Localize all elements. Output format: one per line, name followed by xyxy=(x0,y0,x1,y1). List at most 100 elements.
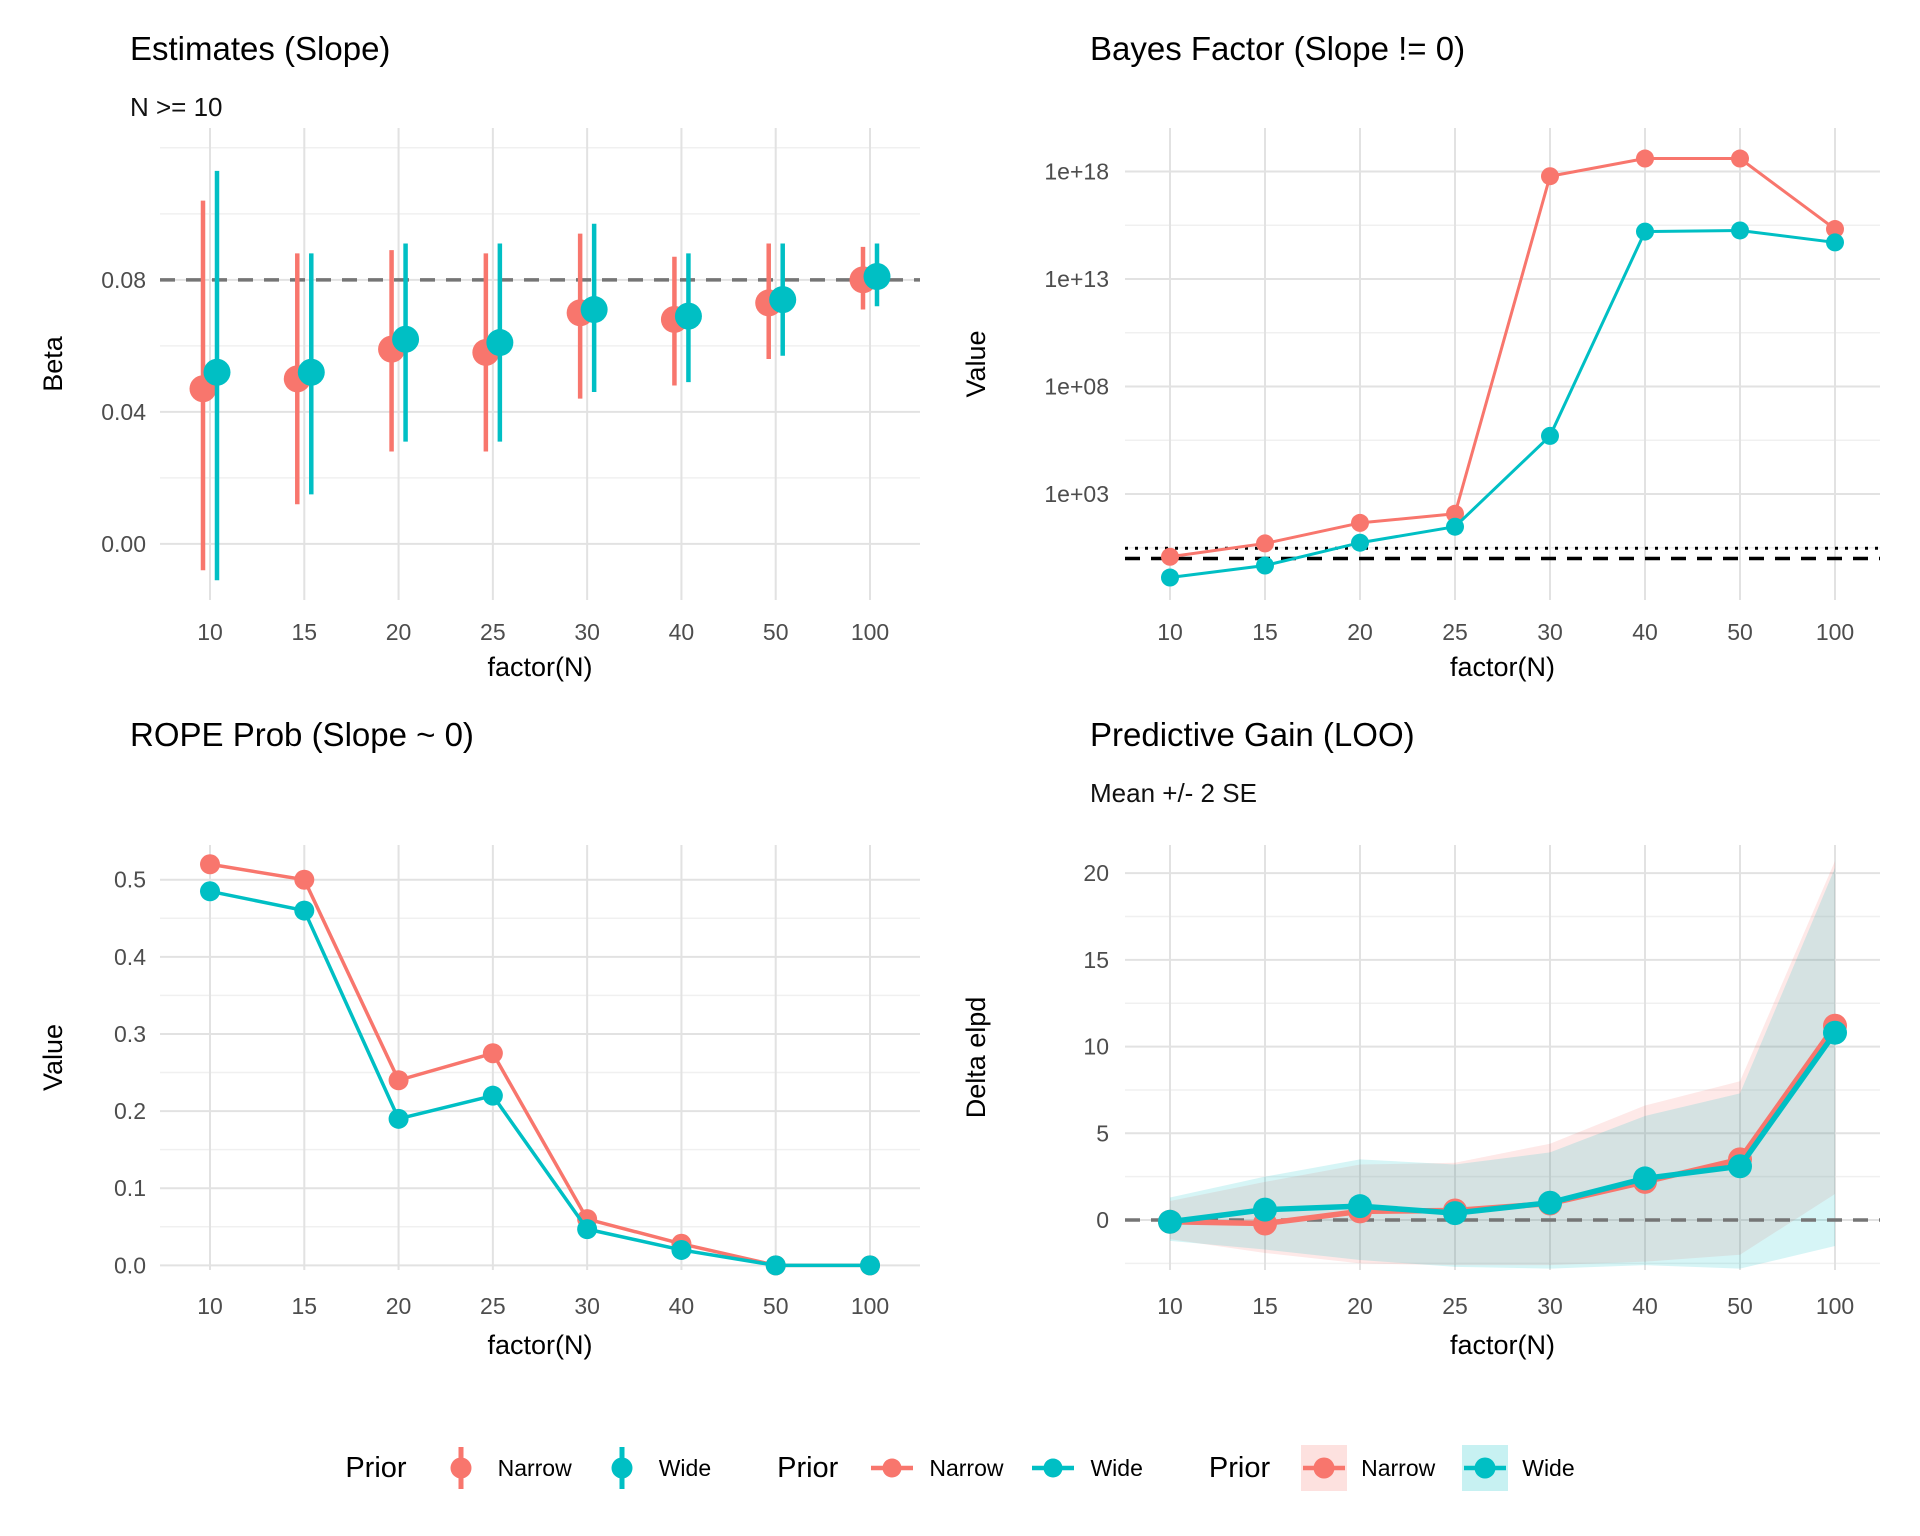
data-point xyxy=(860,1255,880,1276)
point-estimate xyxy=(674,302,702,330)
y-tick-label: 0.2 xyxy=(114,1098,146,1124)
data-point xyxy=(1443,1201,1467,1226)
x-tick-label: 10 xyxy=(197,619,223,645)
data-point xyxy=(1823,1020,1847,1045)
x-tick-label: 25 xyxy=(1442,619,1468,645)
legend-label: Narrow xyxy=(1361,1454,1436,1481)
gridlines-minor xyxy=(1125,224,1880,549)
y-axis-title: Value xyxy=(961,330,991,397)
x-tick-label: 100 xyxy=(1816,1293,1854,1319)
axis-labels: 1e+03 1e+08 1e+13 1e+18 10 15 20 25 30 40 50 100 fac… xyxy=(961,158,1854,682)
x-tick-label: 10 xyxy=(197,1293,223,1319)
x-tick-label: 40 xyxy=(669,1293,695,1319)
ribbon-wide xyxy=(1170,867,1835,1269)
estimates-chart: 0.00 0.04 0.08 10 15 20 25 30 40 50 100 factor(N) Be… xyxy=(38,128,920,682)
series-wide xyxy=(203,170,891,581)
x-tick-label: 20 xyxy=(386,619,412,645)
gridlines-minor xyxy=(160,917,920,1228)
legend-row: Prior Narrow Wide Prior Narrow Wide Prior Narro… xyxy=(0,1400,1920,1536)
legend-label: Wide xyxy=(1522,1454,1575,1481)
data-point xyxy=(1731,221,1749,240)
y-tick-label: 0.5 xyxy=(114,867,146,893)
y-tick-label: 1e+08 xyxy=(1044,373,1109,399)
data-point xyxy=(1633,1166,1657,1191)
x-tick-label: 25 xyxy=(480,619,506,645)
x-tick-label: 50 xyxy=(1727,1293,1753,1319)
y-axis-title: Value xyxy=(38,1024,68,1091)
series-wide xyxy=(1161,221,1844,587)
x-tick-label: 40 xyxy=(669,619,695,645)
y-tick-label: 0.00 xyxy=(101,531,146,557)
panel-title: Bayes Factor (Slope != 0) xyxy=(1090,30,1466,67)
data-point xyxy=(1161,547,1179,566)
y-tick-label: 5 xyxy=(1096,1120,1109,1146)
data-point xyxy=(1636,222,1654,241)
legend-label: Narrow xyxy=(497,1454,572,1481)
x-axis-title: factor(N) xyxy=(487,1330,592,1360)
data-point xyxy=(1351,533,1369,552)
legend-title: Prior xyxy=(1208,1451,1271,1484)
point-estimate xyxy=(203,358,231,386)
legend-label: Narrow xyxy=(929,1454,1004,1481)
panel-subtitle: Mean +/- 2 SE xyxy=(1090,778,1257,808)
panel-title: Predictive Gain (LOO) xyxy=(1090,716,1415,753)
legend-item-wide-line: Wide xyxy=(1029,1444,1143,1492)
data-point xyxy=(1826,233,1844,252)
x-tick-label: 30 xyxy=(1537,619,1563,645)
narrow-ribbon-key-icon xyxy=(1301,1445,1348,1491)
x-tick-label: 40 xyxy=(1632,619,1658,645)
wide-pointrange-key-icon xyxy=(611,1447,633,1489)
x-tick-label: 30 xyxy=(574,1293,600,1319)
y-tick-label: 0.1 xyxy=(114,1175,146,1201)
legend-group-pointrange: Prior Narrow Wide xyxy=(345,1444,711,1492)
narrow-line-key-icon xyxy=(871,1458,914,1478)
data-point xyxy=(1348,1194,1372,1219)
wide-ribbon-key-icon xyxy=(1462,1445,1509,1491)
y-tick-label: 0.04 xyxy=(101,399,146,425)
data-point xyxy=(388,1070,409,1091)
legend-group-ribbon: Prior Narrow Wide xyxy=(1209,1444,1575,1492)
gridlines-minor xyxy=(160,147,920,479)
data-point xyxy=(1446,517,1464,536)
gridlines-major xyxy=(1125,128,1880,600)
y-tick-label: 10 xyxy=(1083,1034,1109,1060)
data-point xyxy=(1826,220,1844,239)
data-line xyxy=(1169,228,1836,580)
y-tick-label: 0.0 xyxy=(114,1252,146,1278)
data-point xyxy=(1541,167,1559,186)
legend-item-wide-ribbon: Wide xyxy=(1461,1444,1575,1492)
point-estimate xyxy=(392,325,420,353)
data-point xyxy=(388,1108,409,1129)
data-point xyxy=(1256,534,1274,553)
x-tick-label: 50 xyxy=(1727,619,1753,645)
y-axis-title: Beta xyxy=(38,335,68,392)
legend-item-wide-pointrange: Wide xyxy=(598,1444,711,1492)
y-tick-label: 1e+13 xyxy=(1044,266,1109,292)
point-estimate xyxy=(297,358,325,386)
data-point xyxy=(200,854,220,875)
x-tick-label: 10 xyxy=(1157,1293,1183,1319)
point-estimate xyxy=(486,329,514,357)
series-wide xyxy=(1158,1020,1847,1234)
panel-title: Estimates (Slope) xyxy=(130,30,391,67)
x-tick-label: 100 xyxy=(851,619,889,645)
x-tick-label: 15 xyxy=(291,1293,317,1319)
data-point xyxy=(1256,556,1274,575)
x-tick-label: 15 xyxy=(291,619,317,645)
data-point xyxy=(294,900,315,921)
data-point xyxy=(577,1219,598,1240)
data-point xyxy=(482,1043,503,1064)
x-tick-label: 20 xyxy=(1347,1293,1373,1319)
axis-labels: 0.00 0.04 0.08 10 15 20 25 30 40 50 100 factor(N) Be… xyxy=(38,267,889,682)
data-point xyxy=(1538,1190,1562,1215)
data-point xyxy=(1253,1197,1277,1222)
data-point xyxy=(294,869,315,890)
x-tick-label: 15 xyxy=(1252,619,1278,645)
x-tick-label: 100 xyxy=(851,1293,889,1319)
point-estimate xyxy=(863,263,891,291)
ribbon-narrow xyxy=(1170,860,1835,1266)
y-tick-label: 1e+03 xyxy=(1044,481,1109,507)
y-tick-label: 1e+18 xyxy=(1044,158,1109,184)
y-tick-label: 0.08 xyxy=(101,267,146,293)
